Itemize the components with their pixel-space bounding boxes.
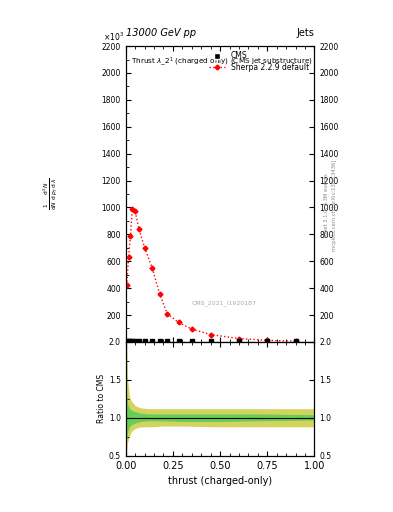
Text: 13000 GeV pp: 13000 GeV pp <box>126 28 196 38</box>
Text: $\times 10^3$: $\times 10^3$ <box>103 31 124 43</box>
Text: mcplots.cern.ch [arXiv:1306.3436]: mcplots.cern.ch [arXiv:1306.3436] <box>332 159 337 250</box>
Text: Rivet 3.1.0, 3.3M events: Rivet 3.1.0, 3.3M events <box>324 173 329 237</box>
Text: CMS_2021_I1920187: CMS_2021_I1920187 <box>191 301 256 306</box>
Y-axis label: Ratio to CMS: Ratio to CMS <box>97 374 106 423</box>
Text: Thrust $\lambda\_2^1$ (charged only) (CMS jet substructure): Thrust $\lambda\_2^1$ (charged only) (CM… <box>131 55 314 68</box>
Text: Jets: Jets <box>297 28 314 38</box>
Legend: CMS, Sherpa 2.2.9 default: CMS, Sherpa 2.2.9 default <box>208 50 310 73</box>
Y-axis label: $\frac{1}{\mathrm{d}N}\,\frac{\mathrm{d}^2 N}{\mathrm{d}\,p_T\,\mathrm{d}\,\lamb: $\frac{1}{\mathrm{d}N}\,\frac{\mathrm{d}… <box>42 178 60 210</box>
X-axis label: thrust (charged-only): thrust (charged-only) <box>168 476 272 486</box>
